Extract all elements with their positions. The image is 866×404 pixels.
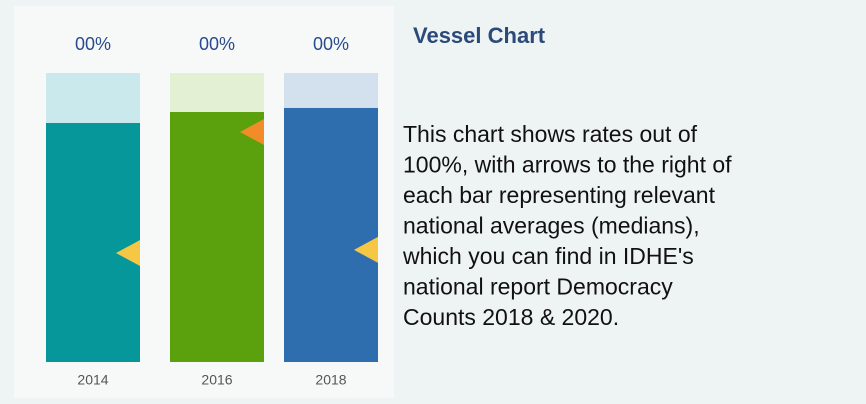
median-arrow	[116, 240, 140, 267]
top-label: 00%	[313, 34, 349, 54]
vessel-fill	[46, 122, 140, 362]
description-line: which you can find in IDHE's	[402, 243, 694, 269]
vessel-fill	[170, 112, 264, 362]
top-label: 00%	[75, 34, 111, 54]
description-line: Counts 2018 & 2020.	[403, 304, 619, 330]
x-tick-label: 2014	[77, 372, 108, 388]
median-arrow	[354, 236, 378, 263]
description-line: national averages (medians),	[403, 213, 700, 239]
vessel-fill	[284, 107, 378, 363]
description-line: 100%, with arrows to the right of	[403, 152, 732, 178]
description-line: national report Democracy	[403, 274, 673, 300]
description-line: This chart shows rates out of	[403, 121, 698, 147]
description-line: each bar representing relevant	[403, 182, 716, 208]
median-arrow	[240, 118, 264, 145]
x-tick-label: 2018	[315, 372, 346, 388]
top-label: 00%	[199, 34, 235, 54]
chart-title: Vessel Chart	[413, 23, 546, 48]
x-tick-label: 2016	[201, 372, 232, 388]
